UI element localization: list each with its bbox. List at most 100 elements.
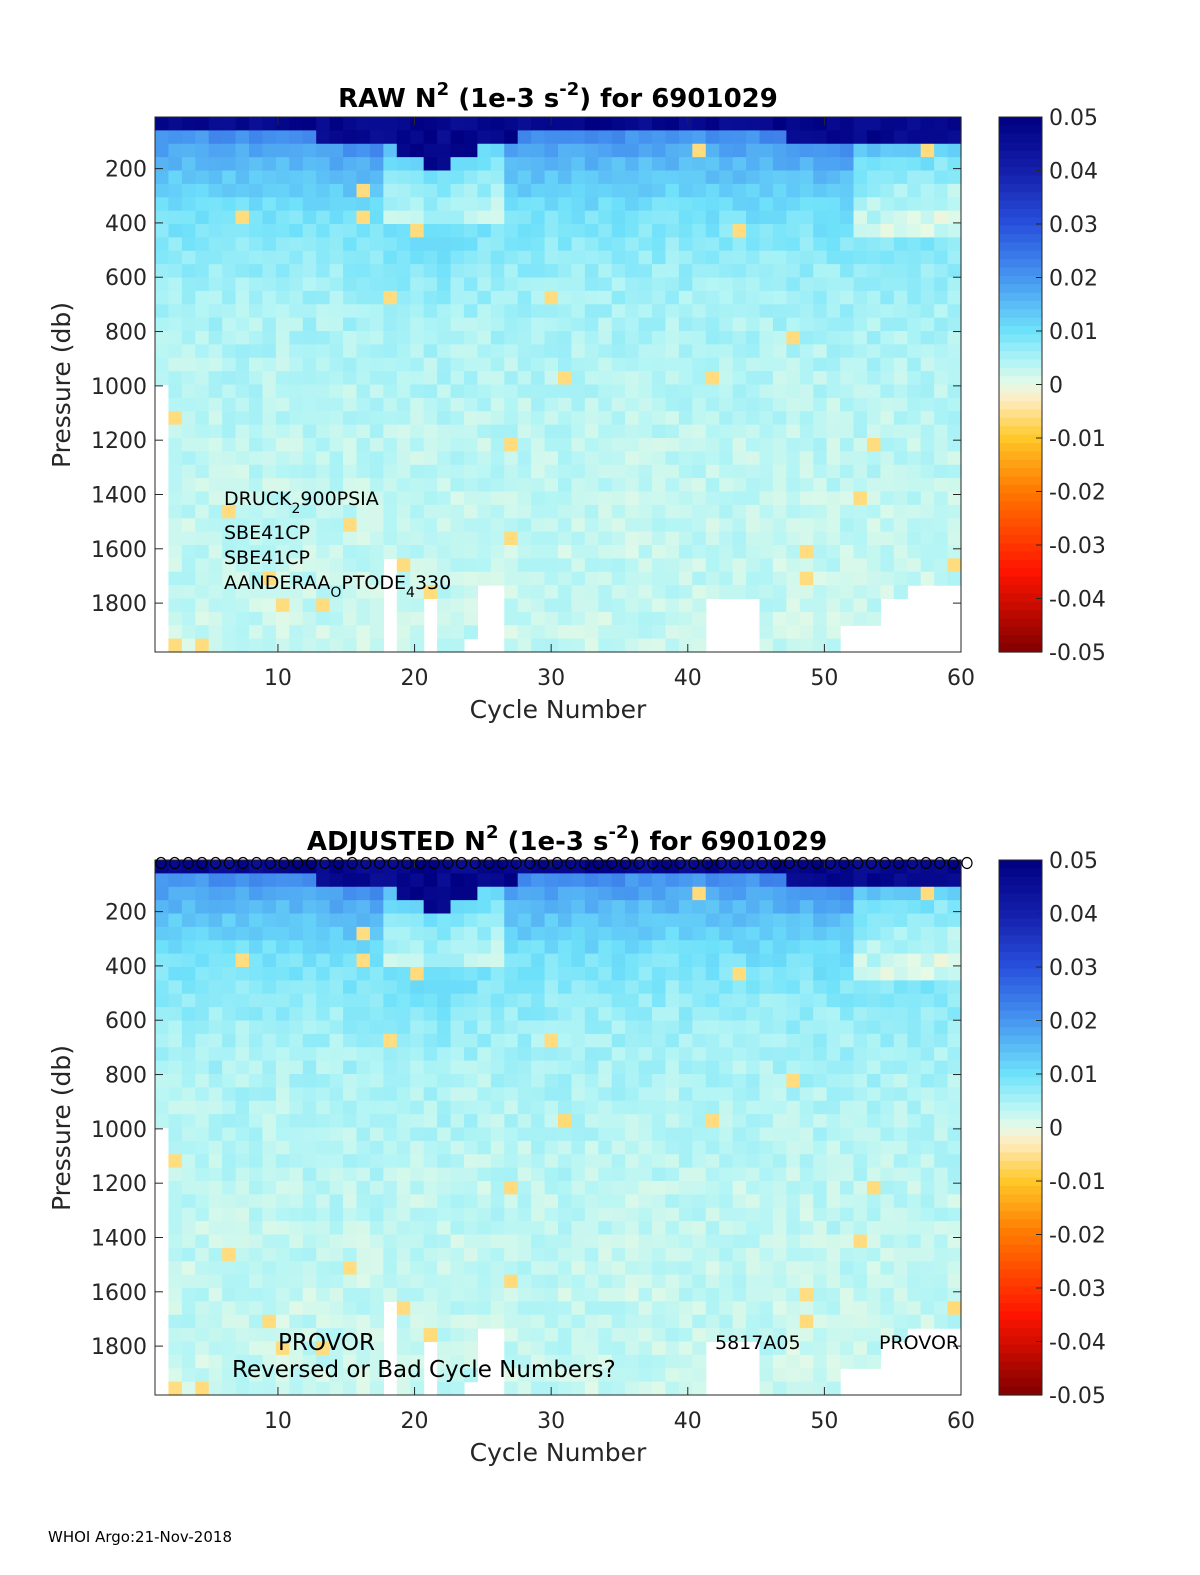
heatmap-cell (853, 384, 868, 399)
heatmap-cell (880, 585, 895, 600)
heatmap-cell (544, 1020, 559, 1035)
heatmap-cell (155, 1007, 170, 1022)
heatmap-cell (678, 558, 693, 573)
heatmap-cell (531, 1060, 546, 1075)
heatmap-cell (732, 585, 747, 600)
heatmap-cell (638, 197, 653, 212)
heatmap-cell (369, 317, 384, 332)
heatmap-cell (168, 1060, 183, 1075)
heatmap-cell (571, 625, 586, 640)
heatmap-cell (880, 993, 895, 1008)
heatmap-cell (678, 1194, 693, 1209)
heatmap-cell (517, 1234, 532, 1249)
heatmap-cell (504, 438, 519, 452)
heatmap-cell (329, 130, 344, 145)
heatmap-cell (558, 1261, 573, 1276)
heatmap-cell (625, 926, 640, 941)
heatmap-cell (517, 1354, 532, 1369)
heatmap-cell (625, 478, 640, 493)
heatmap-cell (195, 424, 210, 439)
heatmap-cell (222, 531, 237, 546)
heatmap-cell (652, 1207, 667, 1222)
heatmap-cell (450, 130, 465, 145)
heatmap-cell (692, 1301, 707, 1316)
heatmap-cell (652, 1087, 667, 1102)
heatmap-cell (853, 1181, 868, 1195)
heatmap-cell (934, 504, 949, 519)
heatmap-cell (866, 1247, 881, 1262)
heatmap-cell (155, 250, 170, 265)
x-tick-label: 20 (401, 1409, 429, 1434)
heatmap-cell (638, 290, 653, 305)
heatmap-cell (813, 638, 828, 653)
heatmap-cell (813, 331, 828, 345)
heatmap-cell (275, 518, 290, 533)
heatmap-cell (907, 993, 922, 1008)
heatmap-cell (490, 143, 505, 158)
heatmap-cell (813, 224, 828, 238)
colorbar-tick-label: -0.04 (1049, 588, 1106, 613)
heatmap-cell (504, 1033, 519, 1048)
heatmap-cell (772, 371, 787, 386)
heatmap-cell (195, 913, 210, 928)
heatmap-cell (598, 558, 613, 573)
heatmap-cell (759, 143, 774, 158)
heatmap-cell (181, 491, 196, 506)
heatmap-cell (208, 558, 223, 573)
heatmap-cell (396, 143, 411, 158)
heatmap-cell (652, 1274, 667, 1289)
heatmap-cell (383, 1288, 398, 1302)
heatmap-cell (571, 1020, 586, 1035)
heatmap-cell (611, 331, 626, 345)
heatmap-cell (329, 1207, 344, 1222)
heatmap-cell (235, 1247, 250, 1262)
heatmap-cell (853, 210, 868, 225)
heatmap-cell (396, 1247, 411, 1262)
heatmap-cell (571, 1181, 586, 1195)
heatmap-cell (410, 264, 425, 279)
heatmap-cell (155, 886, 170, 901)
heatmap-cell (947, 900, 962, 915)
heatmap-cell (262, 451, 277, 466)
heatmap-cell (665, 558, 680, 573)
heatmap-cell (558, 1033, 573, 1048)
heatmap-cell (302, 357, 317, 372)
heatmap-cell (893, 940, 908, 955)
heatmap-cell (383, 900, 398, 915)
heatmap-cell (584, 1234, 599, 1249)
heatmap-cell (786, 900, 801, 915)
cycle-marker (565, 856, 577, 870)
heatmap-cell (235, 504, 250, 519)
heatmap-cell (329, 1140, 344, 1155)
heatmap-cell (598, 384, 613, 399)
heatmap-cell (678, 478, 693, 493)
colorbar-swatch (999, 150, 1042, 160)
heatmap-cell (719, 940, 734, 955)
heatmap-cell (289, 1167, 304, 1182)
heatmap-cell (208, 1314, 223, 1329)
heatmap-cell (853, 993, 868, 1008)
colorbar-tick-label: 0.04 (1049, 903, 1098, 928)
colorbar-swatch (999, 242, 1042, 252)
heatmap-cell (275, 411, 290, 426)
heatmap-cell (584, 571, 599, 586)
heatmap-cell (423, 558, 438, 573)
heatmap-cell (490, 1114, 505, 1129)
heatmap-cell (316, 197, 331, 212)
heatmap-cell (396, 250, 411, 265)
heatmap-cell (195, 210, 210, 225)
heatmap-cell (638, 384, 653, 399)
heatmap-cell (947, 491, 962, 506)
heatmap-cell (396, 518, 411, 533)
heatmap-cell (813, 411, 828, 426)
heatmap-cell (692, 1381, 707, 1396)
heatmap-cell (369, 224, 384, 238)
heatmap-cell (369, 157, 384, 172)
heatmap-cell (705, 873, 720, 888)
heatmap-cell (638, 886, 653, 901)
heatmap-cell (356, 344, 371, 359)
heatmap-cell (625, 1314, 640, 1329)
heatmap-cell (759, 558, 774, 573)
heatmap-cell (195, 940, 210, 955)
heatmap-cell (369, 1167, 384, 1182)
